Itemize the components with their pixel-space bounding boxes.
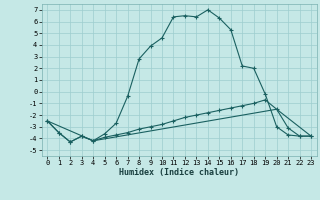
X-axis label: Humidex (Indice chaleur): Humidex (Indice chaleur) (119, 168, 239, 177)
